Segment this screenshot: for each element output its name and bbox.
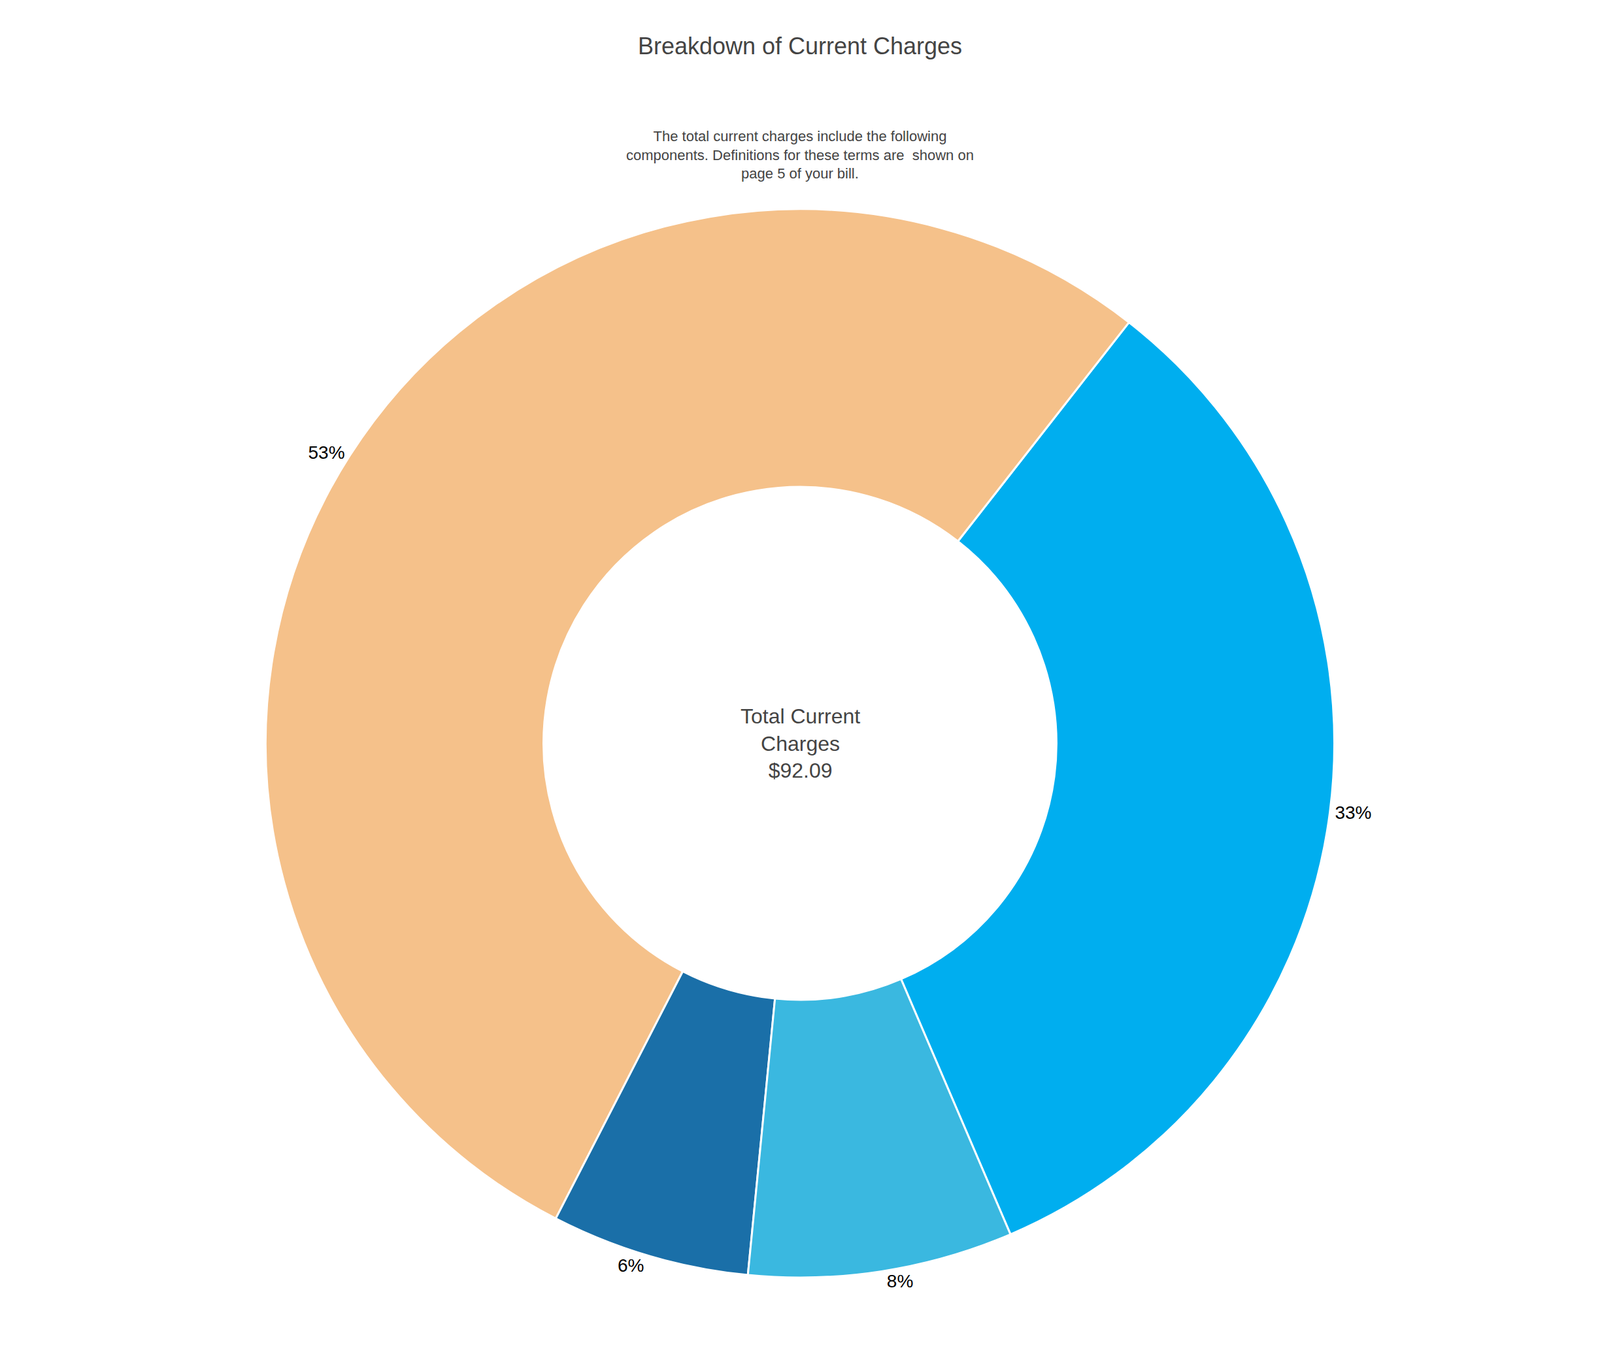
svg-text:6%: 6% bbox=[617, 1255, 644, 1276]
svg-text:8%: 8% bbox=[886, 1271, 914, 1292]
svg-text:Total CurrentCharges$92.09: Total CurrentCharges$92.09 bbox=[740, 704, 861, 783]
svg-text:33%: 33% bbox=[1334, 802, 1372, 823]
svg-text:Breakdown of Current Charges: Breakdown of Current Charges bbox=[637, 32, 963, 60]
svg-text:The total current charges incl: The total current charges include the fo… bbox=[626, 128, 974, 182]
svg-text:53%: 53% bbox=[307, 442, 345, 463]
